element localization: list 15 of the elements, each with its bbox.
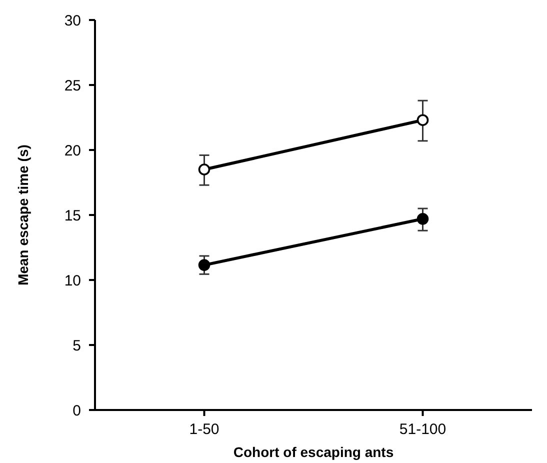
y-tick-label: 30 [64,12,81,30]
x-tick-label: 51-100 [399,421,446,438]
y-tick-label: 0 [72,402,81,420]
y-tick-label: 25 [64,77,81,94]
y-tick-label: 15 [64,207,81,224]
point [416,213,429,225]
point [198,259,210,271]
x-axis-title: Cohort of escaping ants [233,444,394,460]
point [416,114,429,126]
y-tick-label: 5 [72,337,81,354]
x-tick-label: 1-50 [189,421,220,438]
y-axis-title: Mean escape time (s) [15,144,31,286]
point [198,164,210,176]
y-tick-label: 20 [64,142,81,160]
y-tick-label: 10 [64,272,81,290]
